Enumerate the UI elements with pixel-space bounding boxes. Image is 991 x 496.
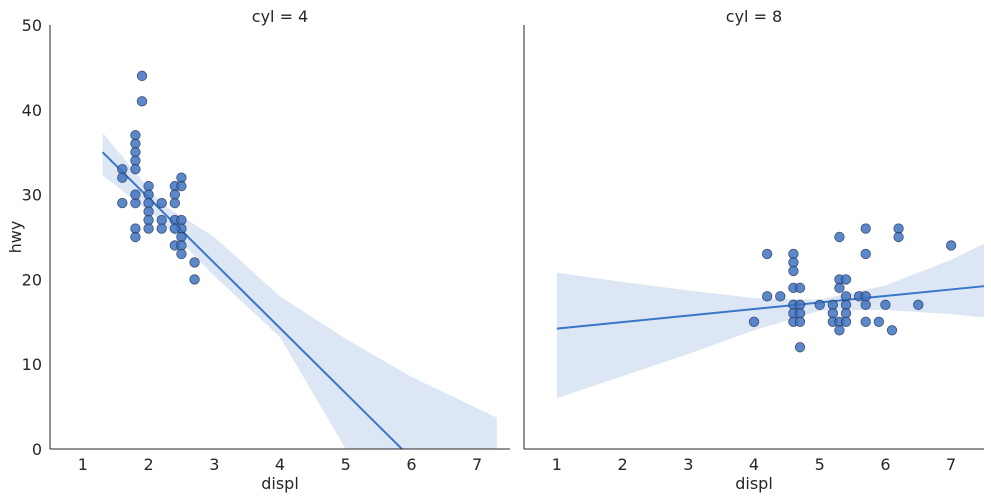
data-point	[189, 274, 200, 285]
data-point	[814, 299, 825, 311]
y-tick-label: 30	[22, 186, 42, 205]
data-point	[761, 291, 773, 302]
data-point	[840, 274, 852, 285]
data-point	[840, 316, 852, 328]
data-point	[130, 231, 141, 243]
data-point	[169, 197, 181, 209]
data-point	[117, 197, 128, 209]
data-point	[117, 172, 128, 183]
x-tick-label: 2	[617, 455, 627, 474]
data-point	[794, 282, 806, 294]
data-point	[176, 180, 187, 192]
data-point	[834, 282, 845, 294]
y-tick-label: 0	[32, 440, 42, 459]
x-tick-label: 1	[78, 455, 88, 474]
y-tick-label: 20	[22, 270, 42, 289]
y-tick-label: 50	[22, 16, 42, 35]
data-point	[834, 325, 845, 336]
data-point	[169, 223, 181, 234]
data-point	[176, 248, 187, 260]
regression-line	[556, 285, 985, 330]
panel-title: cyl = 8	[726, 7, 782, 26]
x-tick-label: 2	[143, 455, 153, 474]
panel-2: 1 2 3 4 5 6 7 cyl = 8 displ	[523, 7, 985, 493]
x-tick-label: 7	[472, 455, 482, 474]
x-axis-label: displ	[261, 474, 299, 493]
y-axis-label: hwy	[6, 221, 25, 254]
data-point	[860, 299, 871, 311]
panel-title: cyl = 4	[252, 7, 308, 26]
confidence-band	[556, 243, 984, 399]
data-point	[834, 231, 845, 243]
data-point	[873, 316, 885, 328]
data-point	[794, 342, 806, 353]
x-tick-label: 4	[749, 455, 759, 474]
data-point	[794, 316, 806, 328]
x-tick-label: 4	[275, 455, 285, 474]
data-point	[860, 316, 871, 328]
y-tick-label: 10	[22, 355, 42, 374]
data-point	[913, 299, 924, 311]
data-point	[136, 70, 148, 82]
data-point	[130, 189, 141, 200]
data-point	[775, 291, 786, 302]
x-tick-label: 5	[815, 455, 825, 474]
x-tick-label: 3	[209, 455, 219, 474]
data-point	[130, 163, 141, 175]
x-tick-label: 6	[406, 455, 416, 474]
data-point	[748, 316, 760, 328]
data-point	[143, 223, 154, 234]
data-point	[880, 299, 891, 311]
panel-1: 1 2 3 4 5 6 7 0 10 20 30 40 50 cyl = 4 displ hwy	[6, 7, 510, 493]
data-point	[761, 248, 773, 260]
data-point	[136, 96, 148, 107]
data-point	[893, 231, 904, 243]
x-tick-label: 1	[552, 455, 562, 474]
x-tick-label: 6	[880, 455, 890, 474]
x-axis-label: displ	[735, 474, 773, 493]
data-point	[156, 223, 167, 234]
x-tick-label: 5	[341, 455, 351, 474]
confidence-band	[102, 132, 497, 450]
x-tick-label: 7	[946, 455, 956, 474]
data-point	[788, 265, 799, 277]
y-tick-label: 40	[22, 101, 42, 120]
data-point	[156, 197, 167, 209]
data-point	[189, 257, 200, 268]
data-point	[945, 240, 957, 251]
data-point	[860, 248, 871, 260]
x-tick-label: 3	[683, 455, 693, 474]
data-point	[860, 223, 871, 234]
data-point	[886, 325, 898, 336]
